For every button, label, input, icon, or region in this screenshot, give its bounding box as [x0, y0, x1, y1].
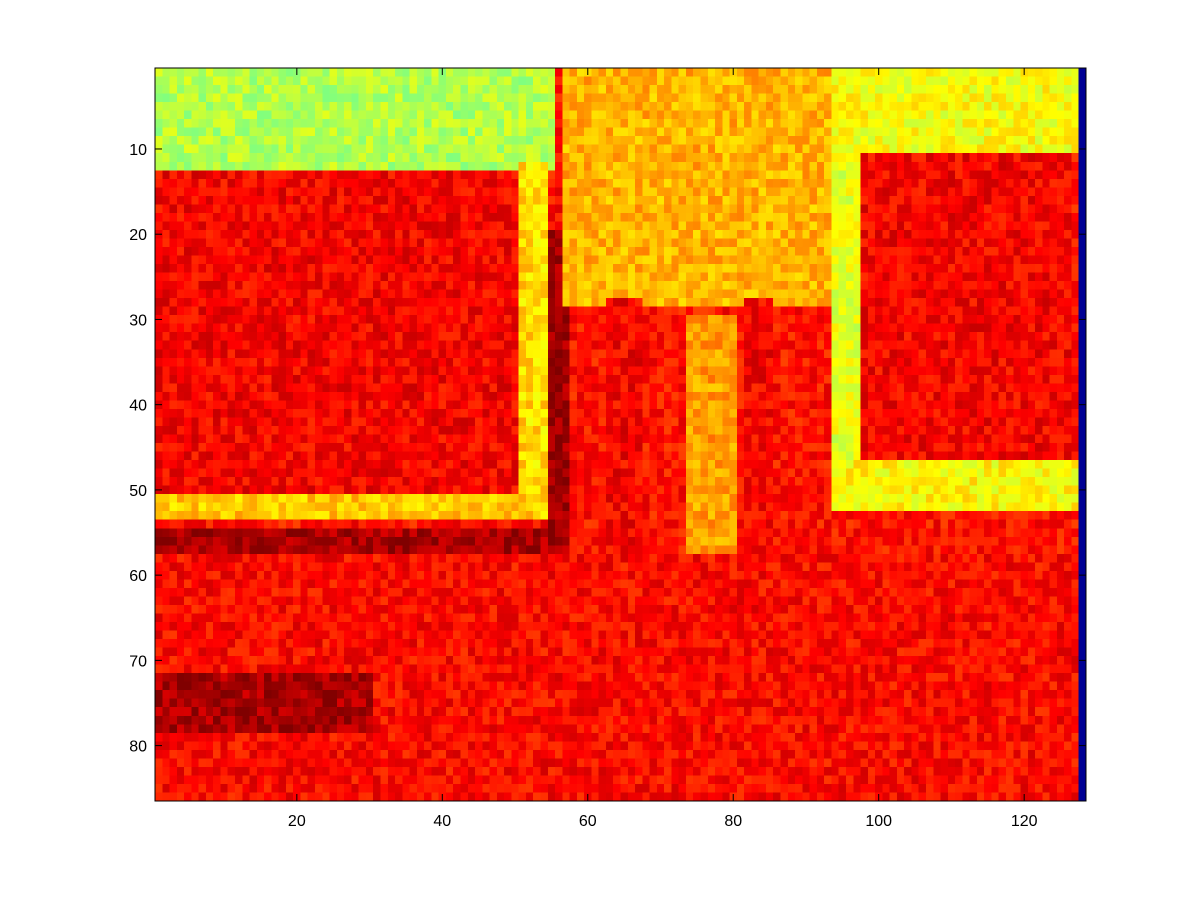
x-tick-label: 40	[433, 813, 451, 830]
x-axis: 20 40 60 80 100 120	[288, 68, 1038, 830]
y-tick-label: 70	[129, 653, 147, 670]
y-tick-label: 20	[129, 227, 147, 244]
y-tick-label: 50	[129, 483, 147, 500]
y-tick-label: 40	[129, 398, 147, 415]
y-tick-label: 30	[129, 312, 147, 329]
x-tick-label: 20	[288, 813, 306, 830]
plot-area	[154, 67, 1087, 802]
y-tick-label: 10	[129, 142, 147, 159]
heatmap-image	[155, 68, 1086, 801]
y-tick-label: 60	[129, 568, 147, 585]
x-tick-label: 80	[724, 813, 742, 830]
y-tick-label: 80	[129, 739, 147, 756]
y-axis: 10 20 30 40 50 60 70 80	[129, 142, 1086, 756]
x-tick-label: 100	[865, 813, 892, 830]
x-tick-label: 120	[1011, 813, 1038, 830]
axes-box	[154, 67, 1087, 802]
x-tick-label: 60	[579, 813, 597, 830]
